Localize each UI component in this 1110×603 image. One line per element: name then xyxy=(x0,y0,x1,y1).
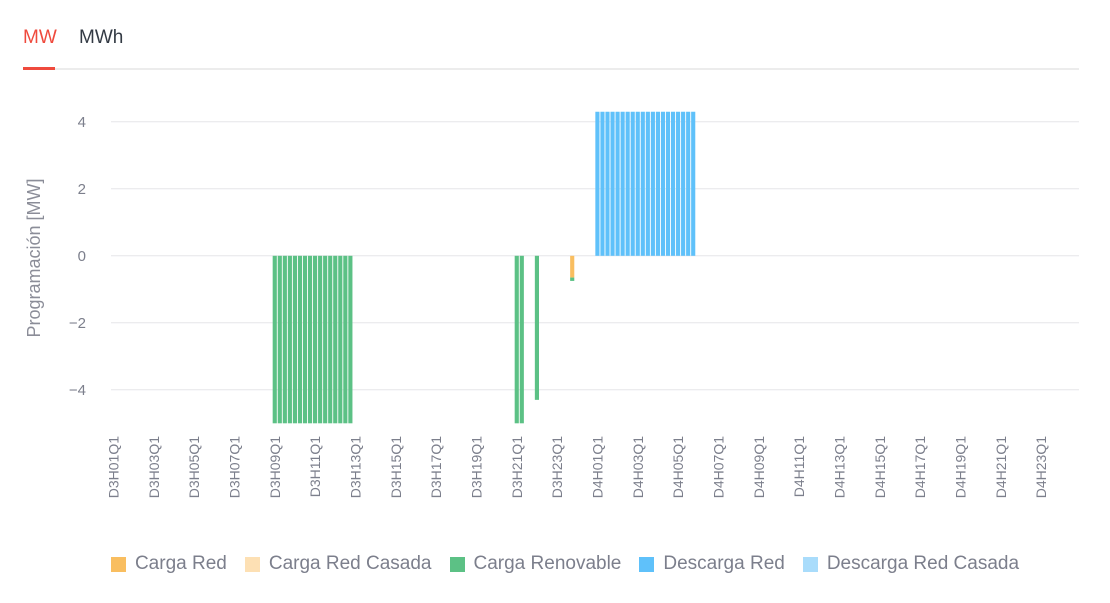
legend-swatch xyxy=(449,556,465,572)
bars xyxy=(272,111,696,424)
bar[interactable] xyxy=(605,111,610,256)
x-tick-label: D3H11Q1 xyxy=(307,436,323,497)
y-tick-label: 0 xyxy=(78,248,86,265)
y-axis-label: Programación [MW] xyxy=(24,178,44,337)
legend-swatch xyxy=(244,556,260,572)
bar[interactable] xyxy=(665,111,671,256)
y-tick-label: −2 xyxy=(69,315,86,332)
bar[interactable] xyxy=(650,111,655,256)
bar[interactable] xyxy=(338,255,343,424)
bar[interactable] xyxy=(610,111,615,256)
bar[interactable] xyxy=(595,111,600,256)
bar[interactable] xyxy=(600,111,605,256)
x-axis-ticks: D3H01Q1 D3H03Q1 D3H05Q1 D3H07Q1 D3H09Q1 D3H11… xyxy=(106,436,1050,498)
bar[interactable] xyxy=(676,111,681,256)
x-tick-label: D4H15Q1 xyxy=(872,436,888,498)
x-tick-label: D3H01Q1 xyxy=(106,436,122,498)
active-tab-indicator xyxy=(23,67,55,70)
grid-lines xyxy=(111,121,1079,391)
bar[interactable] xyxy=(343,255,348,424)
legend: Carga Red Carga Red Casada Carga Renovable… xyxy=(0,553,1110,575)
y-tick-label: −4 xyxy=(69,382,86,399)
x-tick-label: D4H05Q1 xyxy=(670,436,686,498)
bar[interactable] xyxy=(292,255,297,424)
bar[interactable] xyxy=(570,277,575,281)
y-tick-label: 4 xyxy=(78,114,86,131)
x-tick-label: D3H17Q1 xyxy=(428,436,444,498)
x-tick-label: D3H13Q1 xyxy=(348,436,364,498)
bar[interactable] xyxy=(323,255,328,424)
legend-item[interactable]: Descarga Red xyxy=(639,553,785,575)
bar[interactable] xyxy=(302,255,308,424)
x-tick-label: D4H23Q1 xyxy=(1033,436,1049,498)
legend-label: Descarga Red xyxy=(663,553,785,574)
bar[interactable] xyxy=(287,255,292,424)
legend-swatch xyxy=(802,556,818,572)
bar[interactable] xyxy=(670,111,676,256)
bar[interactable] xyxy=(681,111,686,256)
legend-swatch xyxy=(110,556,126,572)
bar[interactable] xyxy=(640,111,645,256)
x-tick-label: D3H21Q1 xyxy=(509,436,525,498)
bar[interactable] xyxy=(519,255,524,424)
legend-item[interactable]: Carga Renovable xyxy=(449,553,622,575)
legend-item[interactable]: Carga Red Casada xyxy=(244,553,432,575)
y-tick-label: 2 xyxy=(78,181,86,198)
unit-tabs: MW MWh xyxy=(23,0,1079,70)
legend-label: Carga Renovable xyxy=(473,553,622,574)
x-tick-label: D3H19Q1 xyxy=(469,436,485,498)
y-axis-ticks: 4 2 0 −2 −4 xyxy=(69,114,86,399)
bar[interactable] xyxy=(313,255,318,424)
legend-label: Descarga Red Casada xyxy=(826,553,1020,574)
x-tick-label: D4H11Q1 xyxy=(791,436,807,497)
legend-swatch xyxy=(639,556,655,572)
bar[interactable] xyxy=(272,255,277,424)
bar[interactable] xyxy=(620,111,625,256)
x-tick-label: D4H01Q1 xyxy=(590,436,606,498)
bar[interactable] xyxy=(328,255,333,424)
x-tick-label: D4H09Q1 xyxy=(751,436,767,498)
x-tick-label: D3H05Q1 xyxy=(186,436,202,498)
bar[interactable] xyxy=(570,255,575,278)
legend-item[interactable]: Descarga Red Casada xyxy=(802,553,1020,575)
bar[interactable] xyxy=(686,111,691,256)
x-tick-label: D4H07Q1 xyxy=(711,436,727,498)
x-tick-label: D3H07Q1 xyxy=(227,436,243,498)
tab-mw[interactable]: MW xyxy=(23,27,57,48)
bar[interactable] xyxy=(615,111,620,256)
x-tick-label: D4H17Q1 xyxy=(912,436,928,498)
bar[interactable] xyxy=(297,255,303,424)
x-tick-label: D3H23Q1 xyxy=(549,436,565,498)
legend-label: Carga Red Casada xyxy=(268,553,432,574)
x-tick-label: D4H19Q1 xyxy=(953,436,969,498)
bar[interactable] xyxy=(333,255,338,424)
tab-mwh[interactable]: MWh xyxy=(79,27,124,48)
x-tick-label: D4H21Q1 xyxy=(993,436,1009,498)
bar[interactable] xyxy=(514,255,519,424)
x-tick-label: D4H03Q1 xyxy=(630,436,646,498)
legend-label: Carga Red xyxy=(134,553,227,574)
x-tick-label: D4H13Q1 xyxy=(832,436,848,498)
programacion-chart: 4 2 0 −2 −4 Programación [MW] D3H01Q1 D3H03Q1… xyxy=(24,111,1079,498)
bar[interactable] xyxy=(691,111,696,256)
x-tick-label: D3H15Q1 xyxy=(388,436,404,498)
x-tick-label: D3H09Q1 xyxy=(267,436,283,498)
bar[interactable] xyxy=(630,111,635,256)
bar[interactable] xyxy=(307,255,313,424)
bar[interactable] xyxy=(660,111,666,256)
bar[interactable] xyxy=(655,111,660,256)
x-tick-label: D3H03Q1 xyxy=(146,436,162,498)
bar[interactable] xyxy=(277,255,282,424)
bar[interactable] xyxy=(645,111,650,256)
bar[interactable] xyxy=(534,255,539,400)
bar[interactable] xyxy=(635,111,640,256)
bar[interactable] xyxy=(318,255,323,424)
bar[interactable] xyxy=(625,111,630,256)
bar[interactable] xyxy=(282,255,287,424)
bar[interactable] xyxy=(348,255,353,424)
legend-item[interactable]: Carga Red xyxy=(110,553,227,575)
